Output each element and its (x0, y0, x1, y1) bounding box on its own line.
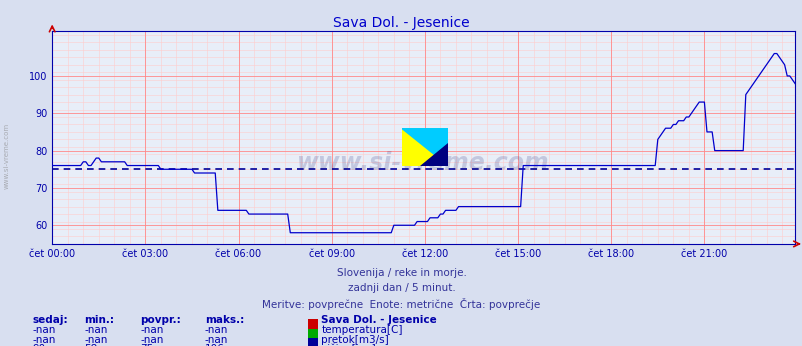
Text: Sava Dol. - Jesenice: Sava Dol. - Jesenice (321, 315, 436, 325)
Text: -nan: -nan (84, 325, 107, 335)
Text: zadnji dan / 5 minut.: zadnji dan / 5 minut. (347, 283, 455, 293)
Text: višina[cm]: višina[cm] (321, 344, 375, 346)
Text: -nan: -nan (205, 335, 228, 345)
Text: Meritve: povprečne  Enote: metrične  Črta: povprečje: Meritve: povprečne Enote: metrične Črta:… (262, 298, 540, 310)
Text: povpr.:: povpr.: (140, 315, 181, 325)
Text: -nan: -nan (205, 325, 228, 335)
Text: 106: 106 (205, 344, 225, 346)
Text: temperatura[C]: temperatura[C] (321, 325, 402, 335)
Text: Slovenija / reke in morje.: Slovenija / reke in morje. (336, 268, 466, 278)
Text: pretok[m3/s]: pretok[m3/s] (321, 335, 388, 345)
Text: sedaj:: sedaj: (32, 315, 67, 325)
Text: 90: 90 (32, 344, 45, 346)
Text: min.:: min.: (84, 315, 114, 325)
Text: -nan: -nan (140, 325, 164, 335)
Text: -nan: -nan (84, 335, 107, 345)
Text: 75: 75 (140, 344, 154, 346)
Text: maks.:: maks.: (205, 315, 244, 325)
Text: www.si-vreme.com: www.si-vreme.com (4, 122, 10, 189)
Text: -nan: -nan (32, 335, 55, 345)
Text: www.si-vreme.com: www.si-vreme.com (297, 151, 549, 175)
Text: -nan: -nan (32, 325, 55, 335)
Text: 58: 58 (84, 344, 98, 346)
Text: -nan: -nan (140, 335, 164, 345)
Text: Sava Dol. - Jesenice: Sava Dol. - Jesenice (333, 16, 469, 29)
